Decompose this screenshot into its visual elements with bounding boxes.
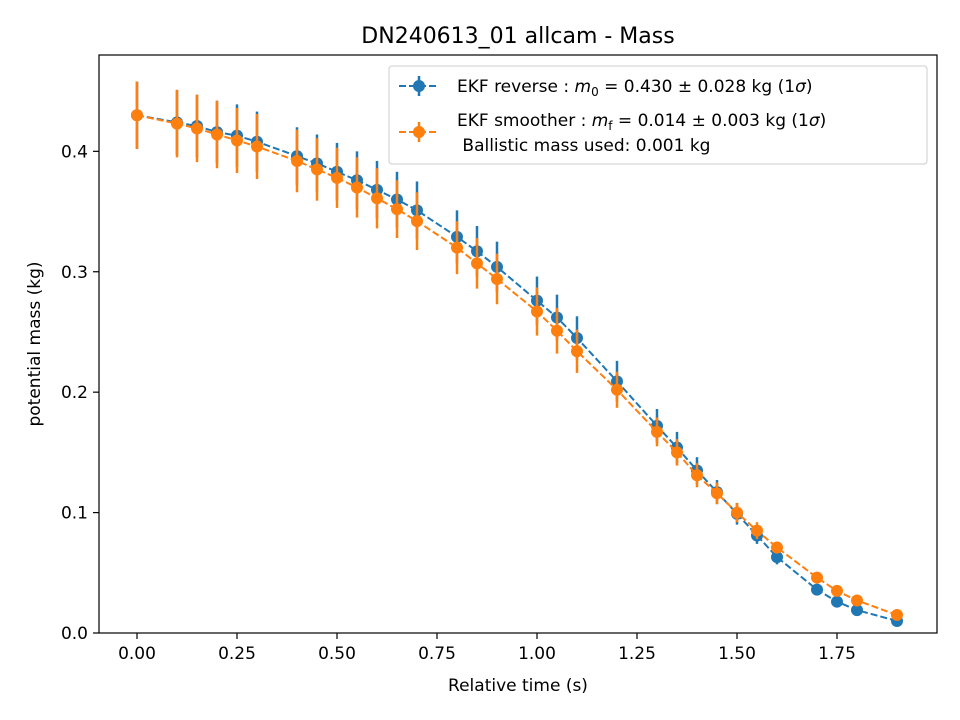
legend-text-ballistic-mass: Ballistic mass used: 0.001 kg xyxy=(457,136,710,156)
data-point xyxy=(811,583,823,596)
data-point xyxy=(391,203,403,216)
legend-1-close: ) xyxy=(806,77,813,97)
data-point xyxy=(851,604,863,617)
x-tick-label: 1.25 xyxy=(618,644,656,664)
legend-2-close: ) xyxy=(820,111,827,131)
data-point xyxy=(371,192,383,205)
axes-frame xyxy=(98,54,938,634)
data-point xyxy=(231,134,243,147)
data-point xyxy=(411,215,423,228)
x-tick-label: 1.00 xyxy=(518,644,556,664)
x-axis: 0.00 0.25 0.50 0.75 1.00 1.25 1.50 1.75 xyxy=(118,633,856,664)
x-tick-label: 0.75 xyxy=(418,644,456,664)
data-point xyxy=(451,241,463,254)
series-2 xyxy=(131,81,903,621)
data-point xyxy=(291,154,303,167)
legend-2-sym: m xyxy=(592,111,609,131)
x-tick-label: 1.75 xyxy=(818,644,856,664)
legend-marker-ekf-reverse xyxy=(413,80,425,92)
data-point xyxy=(311,163,323,176)
data-point xyxy=(531,305,543,318)
legend-1-prefix: EKF reverse : xyxy=(457,77,575,97)
x-tick-label: 0.50 xyxy=(318,644,356,664)
data-point xyxy=(571,345,583,358)
data-point xyxy=(811,571,823,584)
y-tick-label: 0.4 xyxy=(61,142,88,162)
x-tick-label: 1.50 xyxy=(718,644,756,664)
y-axis: 0.0 0.1 0.2 0.3 0.4 xyxy=(61,142,99,644)
data-point xyxy=(191,122,203,135)
data-point xyxy=(611,383,623,396)
legend-1-suffix: = 0.430 ± 0.028 kg (1 xyxy=(599,77,795,97)
legend-1-sub: 0 xyxy=(591,85,599,99)
data-point xyxy=(491,272,503,285)
data-point xyxy=(691,469,703,482)
data-point xyxy=(211,128,223,141)
legend-1-sym: m xyxy=(575,77,592,97)
y-tick-label: 0.2 xyxy=(61,383,88,403)
data-point xyxy=(251,140,263,153)
data-point xyxy=(831,595,843,608)
data-point xyxy=(771,551,783,564)
legend-entry-ekf-smoother: EKF smoother : mf = 0.014 ± 0.003 kg (1σ… xyxy=(399,111,826,156)
x-axis-label: Relative time (s) xyxy=(448,676,588,696)
legend-box xyxy=(388,65,928,165)
data-point xyxy=(551,324,563,337)
chart-title: DN240613_01 allcam - Mass xyxy=(361,24,674,49)
data-point xyxy=(851,594,863,607)
legend-text-ekf-smoother: EKF smoother : mf = 0.014 ± 0.003 kg (1σ… xyxy=(457,111,826,133)
data-point xyxy=(731,506,743,519)
legend-2-suffix: = 0.014 ± 0.003 kg (1 xyxy=(613,111,809,131)
data-point xyxy=(831,584,843,597)
legend-2-sigma: σ xyxy=(809,111,821,131)
data-point xyxy=(651,425,663,438)
legend-entry-ekf-reverse: EKF reverse : m0 = 0.430 ± 0.028 kg (1σ) xyxy=(399,76,812,99)
x-tick-label: 0.25 xyxy=(218,644,256,664)
x-tick-label: 0.00 xyxy=(118,644,156,664)
legend: EKF reverse : m0 = 0.430 ± 0.028 kg (1σ)… xyxy=(388,65,928,165)
data-point xyxy=(171,117,183,130)
plot-area xyxy=(131,81,903,627)
legend-text-ekf-reverse: EKF reverse : m0 = 0.430 ± 0.028 kg (1σ) xyxy=(457,77,812,99)
legend-marker-ekf-smoother xyxy=(413,126,425,138)
data-point xyxy=(751,524,763,537)
data-point xyxy=(471,257,483,270)
data-point xyxy=(891,608,903,621)
data-point xyxy=(351,181,363,194)
legend-2-prefix: EKF smoother : xyxy=(457,111,592,131)
data-point xyxy=(771,541,783,554)
legend-1-sigma: σ xyxy=(795,77,807,97)
data-point xyxy=(131,109,143,122)
data-point xyxy=(711,487,723,500)
y-tick-label: 0.0 xyxy=(61,624,88,644)
y-axis-label: potential mass (kg) xyxy=(25,261,45,426)
y-tick-label: 0.1 xyxy=(61,504,88,524)
data-point xyxy=(671,446,683,459)
legend-2-sub: f xyxy=(608,119,613,133)
data-point xyxy=(331,171,343,184)
y-tick-label: 0.3 xyxy=(61,263,88,283)
